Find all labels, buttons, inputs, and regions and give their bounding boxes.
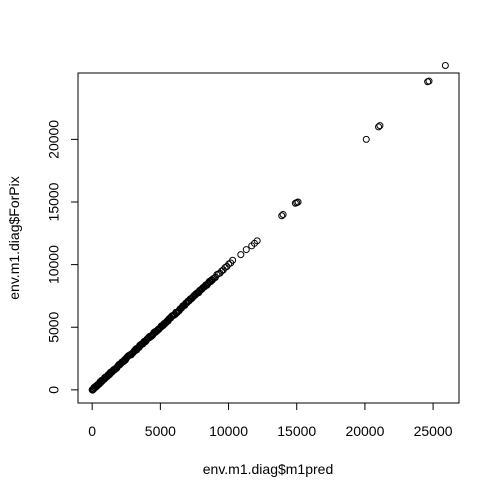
data-point <box>441 61 449 69</box>
data-point <box>253 237 261 245</box>
x-tick-label: 5000 <box>145 423 176 439</box>
data-point <box>242 246 250 254</box>
data-point <box>376 122 384 130</box>
x-tick-label: 15000 <box>277 423 316 439</box>
x-axis: 0 5000 10000 15000 20000 25000 <box>88 402 453 439</box>
data-points <box>88 61 449 394</box>
x-axis-title: env.m1.diag$m1pred <box>203 461 333 477</box>
data-point <box>375 123 383 131</box>
x-tick-label: 10000 <box>209 423 248 439</box>
data-point <box>278 212 286 220</box>
y-axis-title: env.m1.diag$ForPix <box>6 176 22 299</box>
y-tick-label: 10000 <box>46 245 62 284</box>
data-point <box>237 251 245 259</box>
x-tick-label: 20000 <box>345 423 384 439</box>
data-point <box>425 77 433 85</box>
y-axis: 0 5000 10000 15000 20000 <box>46 120 79 394</box>
data-point <box>279 211 287 219</box>
y-tick-label: 20000 <box>46 120 62 159</box>
y-tick-label: 15000 <box>46 182 62 221</box>
x-tick-label: 25000 <box>414 423 453 439</box>
y-tick-label: 5000 <box>46 311 62 342</box>
data-point <box>362 135 370 143</box>
y-tick-label: 0 <box>46 386 62 394</box>
data-point <box>218 267 226 275</box>
data-point <box>229 256 237 264</box>
x-tick-label: 0 <box>88 423 96 439</box>
data-point <box>293 199 301 207</box>
